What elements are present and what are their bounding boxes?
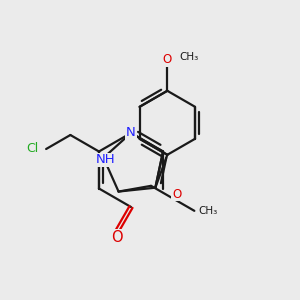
Text: O: O	[111, 230, 123, 245]
Text: CH₃: CH₃	[199, 206, 218, 216]
Text: N: N	[126, 127, 136, 140]
Text: CH₃: CH₃	[180, 52, 199, 62]
Text: NH: NH	[96, 153, 115, 166]
Text: Cl: Cl	[26, 142, 38, 155]
Text: O: O	[172, 188, 181, 201]
Text: O: O	[163, 53, 172, 66]
